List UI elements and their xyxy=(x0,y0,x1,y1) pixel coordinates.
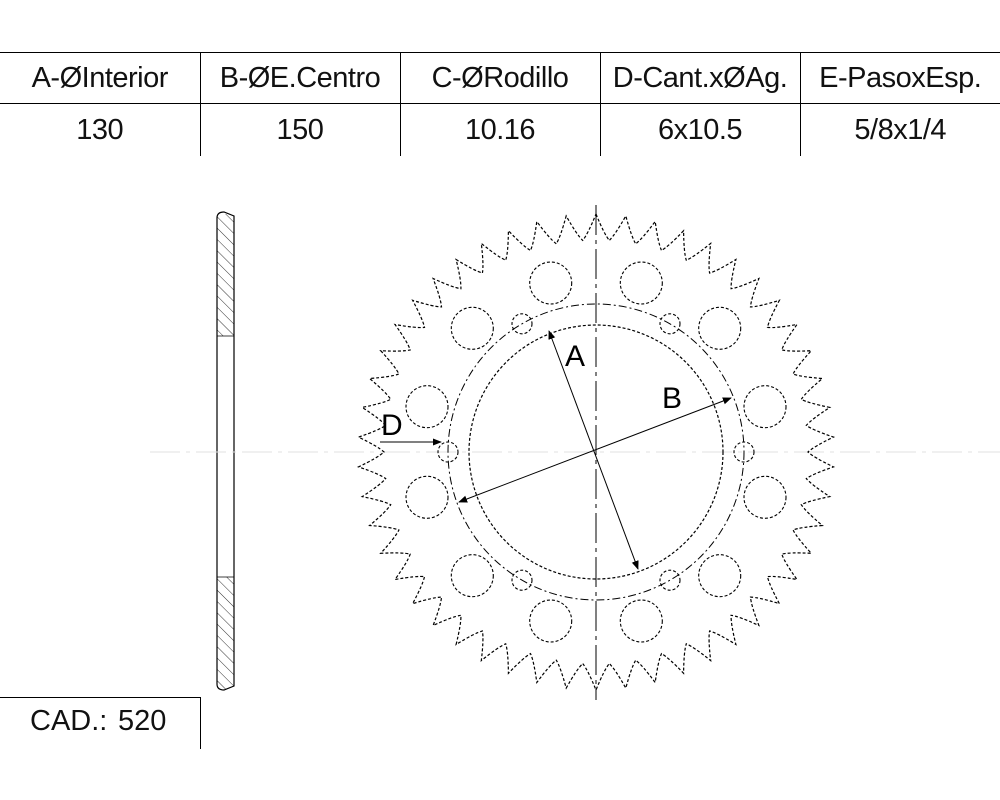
cad-value: 520 xyxy=(118,705,167,737)
lightening-hole xyxy=(529,599,573,643)
lightening-hole xyxy=(405,385,449,429)
header-roller-diameter: C-ØRodillo xyxy=(399,52,600,104)
dimension-a-label: A xyxy=(565,340,585,373)
lightening-hole xyxy=(529,261,573,305)
side-profile-hatch-bottom xyxy=(217,577,234,689)
lightening-hole xyxy=(743,385,787,429)
side-profile-hatch-top xyxy=(217,214,234,336)
dimension-a-line xyxy=(548,330,639,570)
bolt-hole xyxy=(659,313,681,335)
side-profile-outline xyxy=(216,211,235,691)
dimension-d-label: D xyxy=(381,409,403,442)
header-bolt-circle: B-ØE.Centro xyxy=(199,52,400,104)
lightening-hole xyxy=(698,554,742,598)
header-interior-diameter: A-ØInterior xyxy=(0,52,200,104)
cad-divider xyxy=(0,697,200,698)
dimension-lines: A B D xyxy=(380,330,732,570)
dimension-b-label: B xyxy=(662,382,682,415)
value-interior-diameter: 130 xyxy=(76,113,124,146)
header-hole-count: D-Cant.xØAg. xyxy=(599,52,800,104)
spec-value-row: 130 150 10.16 6x10.5 5/8x1/4 xyxy=(0,103,1000,156)
value-pitch-thickness: 5/8x1/4 xyxy=(799,103,1000,156)
bolt-center-circle xyxy=(447,303,745,601)
value-roller-diameter: 10.16 xyxy=(399,103,600,156)
lightening-hole xyxy=(698,306,742,350)
cad-box: CAD.: 520 xyxy=(0,697,201,749)
cad-label: CAD.: xyxy=(30,705,108,737)
lightening-hole xyxy=(743,475,787,519)
value-hole-count: 6x10.5 xyxy=(599,103,800,156)
bolt-hole xyxy=(511,569,533,591)
header-pitch-thickness: E-PasoxEsp. xyxy=(799,52,1000,104)
lightening-hole xyxy=(619,261,663,305)
bolt-hole xyxy=(437,441,459,463)
dimension-b-line xyxy=(458,397,732,503)
bolt-hole xyxy=(659,569,681,591)
lightening-hole xyxy=(450,554,494,598)
lightening-hole xyxy=(405,475,449,519)
value-bolt-circle: 150 xyxy=(199,103,400,156)
side-profile xyxy=(216,211,235,691)
spec-table: A-ØInterior B-ØE.Centro C-ØRodillo D-Can… xyxy=(0,52,1000,156)
lightening-hole xyxy=(619,599,663,643)
holes-group xyxy=(405,261,787,643)
spec-header-row: A-ØInterior B-ØE.Centro C-ØRodillo D-Can… xyxy=(0,52,1000,104)
bolt-hole xyxy=(511,313,533,335)
lightening-hole xyxy=(450,306,494,350)
bolt-hole xyxy=(733,441,755,463)
